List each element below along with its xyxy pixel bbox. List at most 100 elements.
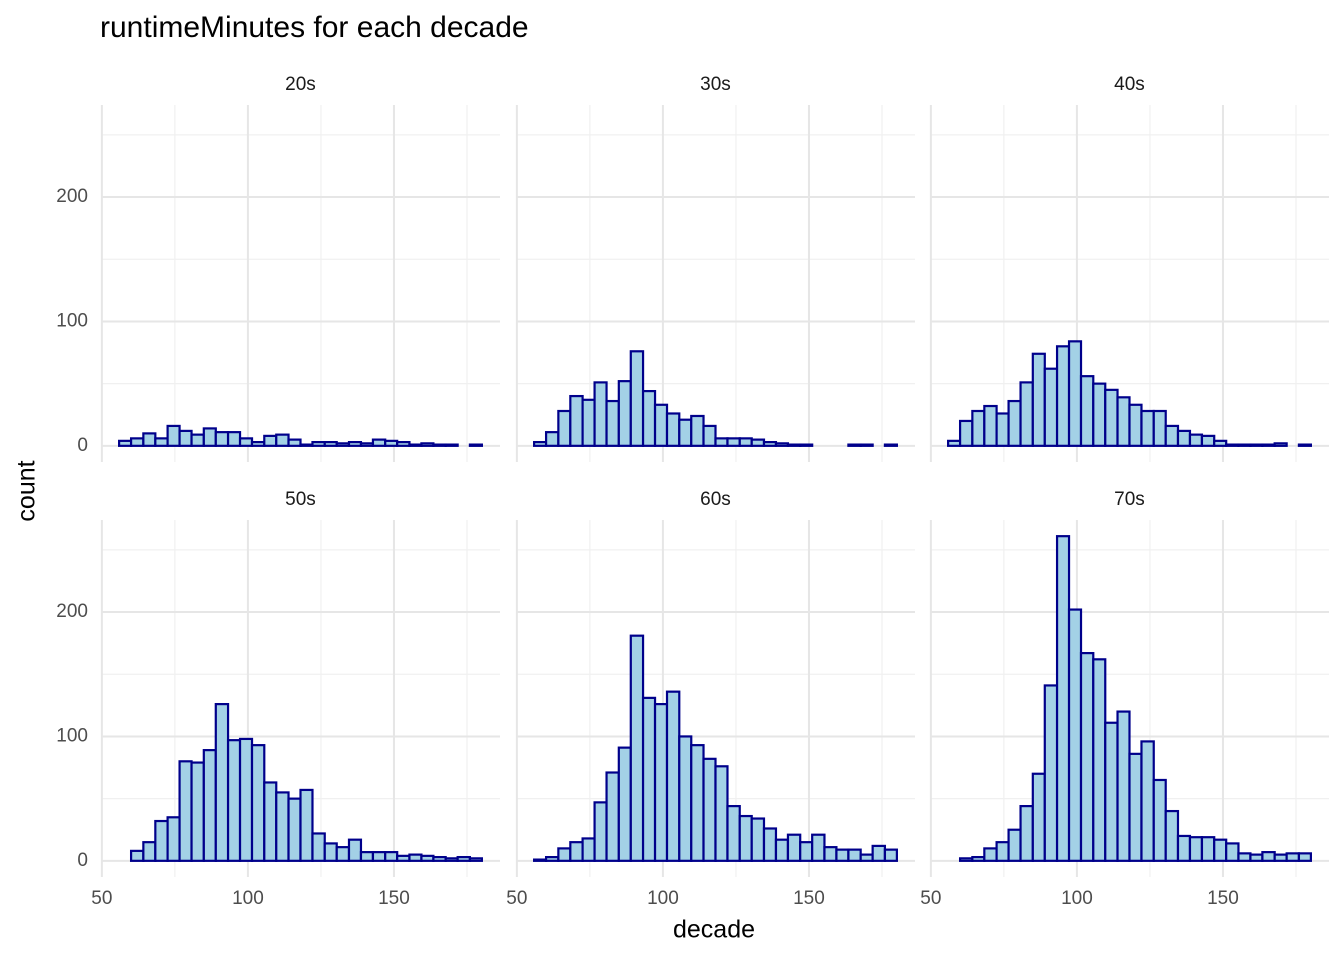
histogram-bar bbox=[432, 855, 447, 862]
histogram-bar bbox=[847, 443, 862, 447]
histogram-bar bbox=[214, 431, 230, 447]
histogram-bar bbox=[444, 857, 459, 862]
histogram-bar bbox=[847, 848, 862, 862]
histogram-bar bbox=[799, 841, 814, 862]
facet-label: 40s bbox=[1114, 74, 1145, 95]
facet-label: 20s bbox=[285, 74, 316, 95]
x-tick-label: 50 bbox=[91, 888, 112, 909]
histogram-bar bbox=[154, 819, 169, 862]
histogram-bar bbox=[629, 350, 645, 447]
histogram-bar bbox=[275, 791, 290, 862]
x-tick-label: 150 bbox=[1207, 888, 1239, 909]
x-tick-label: 50 bbox=[920, 888, 941, 909]
histogram-bar bbox=[456, 855, 472, 862]
x-tick-label: 150 bbox=[793, 888, 825, 909]
histogram-bar bbox=[396, 440, 411, 447]
histogram-bar bbox=[533, 858, 548, 862]
histogram-bar bbox=[1249, 853, 1264, 862]
histogram-bar bbox=[678, 735, 693, 862]
histogram-bar bbox=[665, 412, 681, 447]
y-tick-label: 100 bbox=[56, 725, 88, 746]
histogram-bar bbox=[859, 443, 874, 447]
histogram-bar bbox=[1297, 443, 1312, 447]
histogram-bar bbox=[690, 414, 705, 447]
histogram-bar bbox=[359, 851, 375, 862]
histogram-bar bbox=[1261, 851, 1276, 862]
histogram-bar bbox=[786, 833, 802, 862]
histogram-bar bbox=[714, 765, 729, 862]
histogram-bar bbox=[678, 418, 693, 447]
x-tick-label: 100 bbox=[647, 888, 679, 909]
histogram-bar bbox=[250, 744, 266, 862]
histogram-bar bbox=[811, 833, 826, 862]
histogram-bar bbox=[995, 841, 1010, 862]
histogram-bar bbox=[1237, 852, 1252, 862]
histogram-bar bbox=[581, 837, 596, 862]
histogram-bar bbox=[533, 440, 548, 447]
histogram-bar bbox=[653, 702, 669, 862]
histogram-bar bbox=[118, 439, 133, 447]
histogram-bar bbox=[1176, 429, 1192, 447]
histogram-bar bbox=[738, 814, 753, 862]
histogram-bar bbox=[593, 381, 608, 447]
histogram-bar bbox=[714, 437, 729, 447]
histogram-bar bbox=[995, 412, 1010, 447]
facet-label: 70s bbox=[1114, 489, 1145, 510]
histogram-bar bbox=[1019, 804, 1034, 862]
histogram-bar bbox=[581, 398, 596, 447]
histogram-bar bbox=[129, 849, 145, 862]
histogram-bar bbox=[702, 424, 717, 447]
histogram-bar bbox=[1237, 443, 1252, 447]
facet-label: 30s bbox=[700, 74, 731, 95]
histogram-bar bbox=[1019, 381, 1034, 447]
histogram-bar bbox=[1140, 740, 1155, 862]
histogram-bar bbox=[544, 855, 560, 862]
histogram-bar bbox=[238, 737, 254, 862]
histogram-bar bbox=[629, 634, 645, 862]
histogram-bar bbox=[774, 442, 790, 447]
y-tick-label: 0 bbox=[77, 435, 88, 456]
chart-title: runtimeMinutes for each decade bbox=[100, 11, 529, 44]
histogram-bar bbox=[859, 853, 874, 862]
histogram-bar bbox=[396, 854, 411, 862]
x-tick-label: 100 bbox=[232, 888, 264, 909]
histogram-bar bbox=[1164, 809, 1180, 862]
histogram-bar bbox=[774, 838, 790, 862]
histogram-bar bbox=[335, 846, 351, 862]
histogram-bar bbox=[129, 437, 145, 447]
histogram-bar bbox=[871, 844, 887, 862]
histogram-bar bbox=[1067, 608, 1083, 862]
histogram-bar bbox=[1164, 424, 1180, 447]
facet-label: 50s bbox=[285, 489, 316, 510]
histogram-bar bbox=[1116, 710, 1131, 862]
histogram-bar bbox=[287, 438, 302, 447]
histogram-bar bbox=[420, 442, 435, 447]
histogram-bar bbox=[1092, 382, 1107, 447]
histogram-bar bbox=[359, 442, 375, 447]
histogram-bar bbox=[823, 846, 838, 862]
y-tick-label: 100 bbox=[56, 310, 88, 331]
histogram-bar bbox=[1249, 443, 1264, 447]
histogram-bar bbox=[1200, 434, 1216, 447]
histogram-bar bbox=[1031, 772, 1046, 862]
histogram-bar bbox=[1200, 836, 1216, 862]
histogram-bar bbox=[468, 857, 483, 862]
histogram-bar bbox=[263, 434, 278, 447]
histogram-bar bbox=[593, 801, 608, 862]
histogram-bar bbox=[384, 851, 399, 862]
histogram-bar bbox=[384, 439, 399, 447]
histogram-bar bbox=[154, 437, 169, 447]
histogram-bar bbox=[178, 760, 193, 862]
histogram-bar bbox=[1104, 388, 1119, 447]
histogram-bar bbox=[544, 431, 560, 447]
histogram-bar bbox=[190, 433, 205, 447]
histogram-bar bbox=[263, 781, 278, 862]
histogram-bar bbox=[569, 394, 584, 447]
histogram-bar bbox=[726, 437, 741, 447]
facet-label: 60s bbox=[700, 489, 731, 510]
histogram-bar bbox=[958, 857, 974, 862]
histogram-bar bbox=[299, 443, 314, 447]
histogram-bar bbox=[142, 432, 157, 447]
histogram-bar bbox=[1007, 399, 1022, 447]
histogram-bar bbox=[762, 827, 778, 862]
